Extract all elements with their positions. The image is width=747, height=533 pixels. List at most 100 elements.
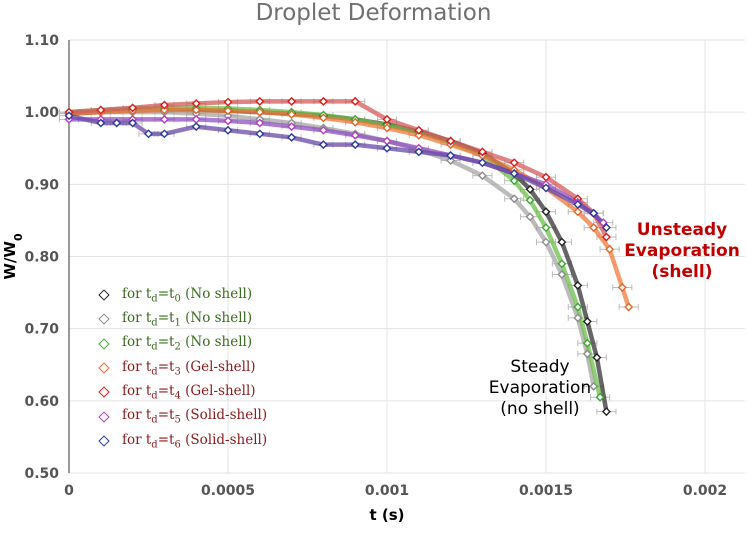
data-point bbox=[159, 114, 169, 124]
data-point bbox=[223, 106, 233, 116]
data-point bbox=[573, 313, 583, 323]
data-point bbox=[589, 208, 599, 218]
x-tick-label: 0.001 bbox=[365, 483, 409, 499]
data-point bbox=[573, 207, 583, 217]
data-point bbox=[255, 129, 265, 139]
data-point bbox=[525, 195, 535, 205]
data-point bbox=[223, 116, 233, 126]
y-tick-label: 0.90 bbox=[24, 177, 59, 193]
data-point bbox=[573, 302, 583, 312]
annotation-line: (shell) bbox=[651, 262, 713, 282]
data-point bbox=[287, 96, 297, 106]
data-point bbox=[557, 259, 567, 269]
data-point bbox=[557, 237, 567, 247]
legend-marker bbox=[98, 410, 110, 423]
annotation-line: Steady bbox=[510, 357, 570, 377]
data-point bbox=[191, 114, 201, 124]
legend-marker bbox=[98, 338, 110, 350]
data-point bbox=[446, 150, 456, 160]
data-point bbox=[414, 147, 424, 157]
y-tick-label: 1.10 bbox=[24, 33, 59, 49]
data-point bbox=[318, 140, 328, 150]
x-tick-label: 0.002 bbox=[683, 483, 727, 499]
annotation-unsteady: Unsteady Evaporation (shell) bbox=[612, 220, 747, 283]
data-point bbox=[382, 114, 392, 124]
x-axis-label: t (s) bbox=[369, 506, 404, 524]
data-point bbox=[159, 100, 169, 110]
data-point bbox=[509, 176, 519, 186]
y-tick-label: 1.00 bbox=[24, 105, 59, 121]
data-point bbox=[414, 125, 424, 135]
legend-marker bbox=[98, 435, 110, 447]
data-point bbox=[223, 125, 233, 135]
y-tick-label: 0.80 bbox=[24, 250, 59, 266]
data-point bbox=[509, 169, 519, 178]
annotation-line: Evaporation bbox=[624, 241, 740, 261]
annotation-steady: Steady Evaporation (no shell) bbox=[470, 357, 610, 420]
data-point bbox=[255, 96, 265, 106]
y-tick-label: 0.70 bbox=[24, 322, 59, 338]
data-point bbox=[350, 130, 360, 140]
data-point bbox=[541, 237, 551, 247]
data-point bbox=[605, 244, 615, 254]
legend-label: for td=t3 (Gel-shell) bbox=[122, 358, 256, 378]
data-point bbox=[144, 129, 153, 139]
data-point bbox=[557, 270, 567, 280]
legend-label: for td=t2 (No shell) bbox=[122, 334, 253, 354]
legend-marker bbox=[98, 386, 110, 398]
data-point bbox=[509, 194, 519, 204]
data-point bbox=[128, 118, 138, 128]
legend-item: for td=t1 (No shell) bbox=[98, 307, 267, 331]
legend-item: for td=t6 (Solid-shell) bbox=[98, 429, 267, 453]
data-point bbox=[477, 158, 487, 168]
data-point bbox=[541, 183, 551, 193]
data-point bbox=[509, 158, 519, 168]
data-point bbox=[573, 200, 583, 210]
data-point bbox=[624, 302, 634, 312]
data-point bbox=[382, 143, 392, 153]
data-point bbox=[191, 122, 201, 132]
legend-label: for td=t5 (Solid-shell) bbox=[122, 407, 268, 426]
data-point bbox=[525, 184, 535, 194]
data-point bbox=[446, 136, 456, 146]
data-point bbox=[159, 105, 169, 115]
data-point bbox=[350, 140, 360, 150]
data-point bbox=[601, 223, 611, 233]
data-point bbox=[96, 118, 106, 128]
x-tick-label: 0.0015 bbox=[519, 483, 573, 499]
data-point bbox=[318, 113, 328, 123]
data-point bbox=[477, 147, 487, 157]
legend-label: for td=t0 (No shell) bbox=[122, 285, 253, 305]
data-point bbox=[287, 109, 297, 119]
annotation-line: Evaporation bbox=[488, 378, 592, 398]
legend-marker bbox=[98, 313, 110, 326]
data-point bbox=[223, 97, 233, 107]
data-point bbox=[477, 171, 487, 181]
legend-label: for td=t1 (No shell) bbox=[122, 310, 253, 329]
data-point bbox=[601, 232, 611, 242]
y-tick-label: 0.60 bbox=[24, 394, 59, 410]
data-point bbox=[64, 111, 74, 121]
legend-item: for td=t4 (Gel-shell) bbox=[98, 380, 267, 404]
data-point bbox=[96, 105, 106, 115]
data-point bbox=[159, 129, 169, 139]
data-point bbox=[617, 283, 627, 293]
data-point bbox=[595, 392, 605, 402]
data-point bbox=[592, 353, 602, 363]
data-point bbox=[350, 96, 360, 106]
data-point bbox=[414, 130, 424, 140]
data-point bbox=[128, 103, 138, 113]
data-point bbox=[582, 338, 592, 348]
x-tick-label: 0.0005 bbox=[201, 483, 255, 499]
data-point bbox=[318, 96, 328, 106]
data-point bbox=[525, 212, 535, 222]
x-tick-label: 0 bbox=[64, 483, 74, 499]
y-tick-label: 0.50 bbox=[24, 466, 59, 482]
data-point bbox=[191, 99, 201, 108]
data-point bbox=[598, 218, 608, 228]
data-point bbox=[350, 117, 360, 127]
data-point bbox=[601, 407, 611, 417]
data-point bbox=[573, 280, 583, 290]
data-point bbox=[287, 122, 297, 132]
